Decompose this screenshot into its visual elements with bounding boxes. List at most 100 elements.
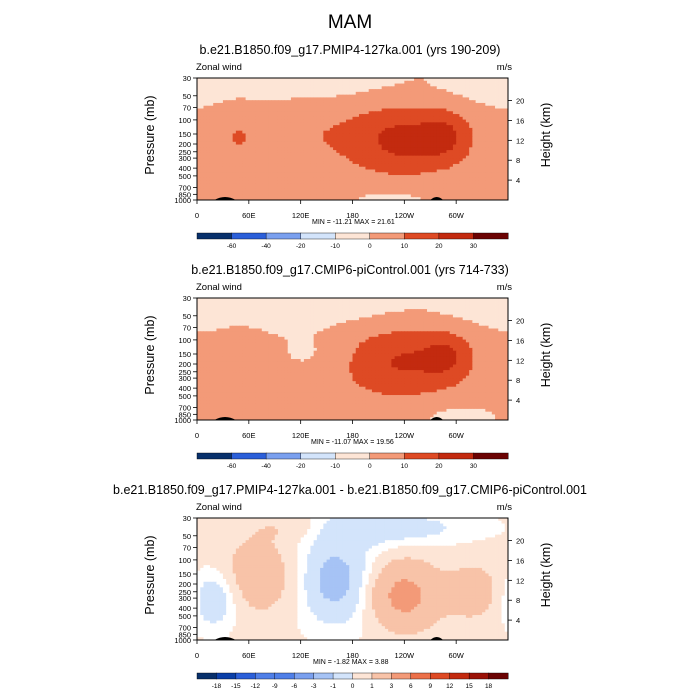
- panel-1-cell: [297, 78, 302, 82]
- panel-1-cell: [465, 97, 470, 101]
- panel-2-cell: [410, 303, 415, 307]
- panel-1-cell: [310, 108, 315, 112]
- panel-2-cell: [433, 314, 438, 318]
- panel-1-cell: [488, 155, 493, 159]
- panel-1-cell: [475, 127, 480, 132]
- panel-2-cell: [472, 311, 476, 316]
- panel-1-cell: [229, 108, 234, 112]
- panel-1-cell: [209, 89, 214, 93]
- panel-2-cell: [216, 314, 221, 318]
- panel-1-cell: [433, 91, 438, 96]
- panel-1-cell: [197, 100, 201, 104]
- panel-1-cell: [245, 144, 250, 148]
- panel-1-cell: [452, 108, 457, 112]
- panel-2-cell: [420, 311, 425, 316]
- panel-1-cell: [381, 83, 386, 87]
- panel-1-cell: [245, 136, 250, 140]
- panel-1-cell: [310, 97, 315, 101]
- panel-1-cell: [261, 116, 266, 120]
- panel-1-cell: [297, 97, 302, 101]
- panel-1-cell: [284, 105, 289, 109]
- panel-1-cell: [452, 197, 457, 201]
- panel-1-cell: [229, 102, 234, 107]
- panel-1-cell: [475, 191, 480, 195]
- panel-1-cell: [287, 102, 292, 107]
- panel-2-cell: [323, 314, 327, 318]
- panel-1-cell: [446, 155, 451, 159]
- panel-1-cell: [401, 116, 405, 120]
- panel-1-cell: [213, 177, 217, 181]
- panel-1-cell: [352, 136, 357, 140]
- panel-1-cell: [384, 91, 389, 96]
- panel-1-cell: [245, 155, 250, 159]
- panel-2-cell: [472, 298, 476, 302]
- panel-1-cell: [274, 94, 279, 98]
- panel-1-cell: [303, 78, 308, 82]
- panel-1-cell: [456, 141, 460, 145]
- panel-1-cell: [313, 136, 318, 140]
- panel-1-cell: [235, 188, 240, 193]
- panel-1-cell: [213, 100, 217, 104]
- panel-1-cell: [261, 94, 266, 98]
- panel-1-cell: [268, 183, 272, 187]
- panel-1-cell: [443, 169, 447, 173]
- panel-1-cell: [216, 119, 221, 123]
- panel-1-cell: [320, 191, 324, 195]
- panel-1-cell: [239, 144, 243, 148]
- panel-1-cell: [271, 180, 276, 184]
- panel-2-cell: [239, 298, 243, 302]
- panel-1-cell: [252, 102, 256, 107]
- panel-1-cell: [213, 169, 217, 173]
- panel-1-cell: [268, 197, 272, 201]
- panel-1-cell: [206, 97, 211, 101]
- panel-1-cell: [414, 180, 418, 184]
- panel-1-cell: [336, 133, 340, 137]
- panel-2-cell: [235, 298, 240, 302]
- panel-1-cell: [456, 136, 460, 140]
- panel-1-cell: [397, 91, 402, 96]
- panel-2-cell: [498, 303, 502, 307]
- panel-1-cell: [452, 175, 457, 179]
- panel-1-cell: [229, 100, 234, 104]
- panel-1-cell: [388, 119, 392, 123]
- panel-1-cell: [197, 158, 201, 162]
- panel-1-cell: [504, 180, 509, 184]
- panel-1-cell: [394, 94, 399, 98]
- panel-2-cell: [219, 303, 224, 307]
- panel-1-cell: [219, 139, 224, 143]
- panel-2-cell: [485, 298, 489, 302]
- panel-2-cell: [271, 298, 276, 302]
- panel-1-cell: [397, 97, 402, 101]
- panel-1-cell: [430, 89, 434, 93]
- panel-1-cell: [462, 186, 467, 190]
- panel-1-cell: [485, 114, 489, 118]
- panel-1-cell: [358, 78, 363, 82]
- panel-2-cell: [255, 314, 259, 318]
- panel-1-cell: [235, 158, 240, 162]
- panel-1-cell: [462, 116, 467, 120]
- panel-1-cell: [371, 116, 376, 120]
- panel-1-cell: [420, 188, 425, 193]
- panel-1-cell: [342, 186, 347, 190]
- panel-1-cell: [456, 125, 460, 129]
- panel-2-cell: [410, 311, 415, 316]
- panel-1-cell: [430, 83, 434, 87]
- panel-1-cell: [501, 114, 506, 118]
- panel-2-cell: [388, 303, 392, 307]
- panel-1-cell: [401, 144, 405, 148]
- panel-1-cell: [462, 102, 467, 107]
- panel-1-cell: [258, 183, 263, 187]
- panel-1-cell: [265, 188, 269, 193]
- panel-1-cell: [498, 94, 502, 98]
- panel-1-cell: [478, 94, 483, 98]
- panel-2-cell: [456, 314, 460, 318]
- panel-2-cell: [462, 306, 467, 310]
- panel-2-cell: [235, 306, 240, 310]
- panel-1-cell: [358, 116, 363, 120]
- panel-1-cell: [209, 127, 214, 132]
- panel-1-cell: [265, 83, 269, 87]
- panel-1-cell: [219, 83, 224, 87]
- panel-1-cell: [342, 114, 347, 118]
- panel-1-cell: [397, 102, 402, 107]
- panel-1-cell: [346, 91, 350, 96]
